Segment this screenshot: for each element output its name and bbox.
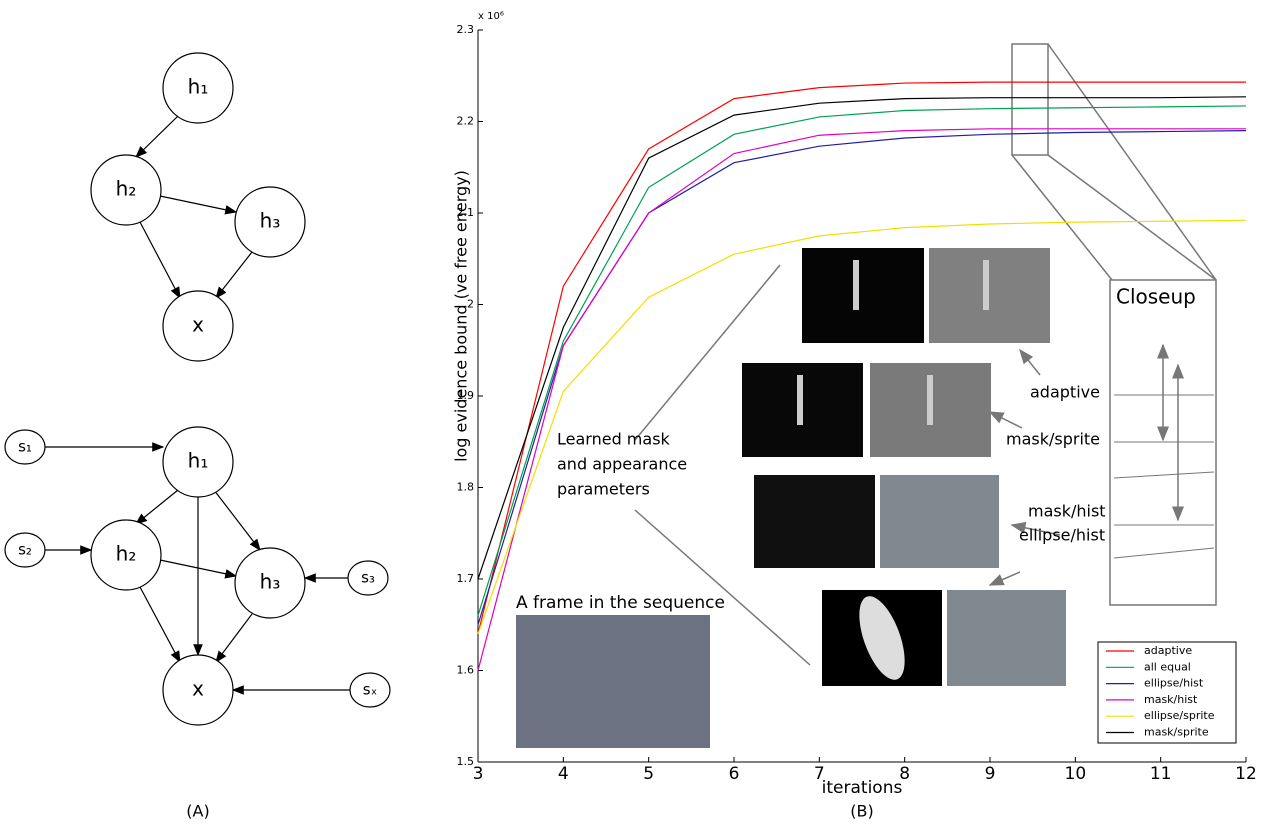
node-label: s₃ — [361, 569, 375, 587]
node-label: h₃ — [260, 209, 281, 233]
annotation: mask/sprite — [1006, 430, 1100, 449]
panel-label: (A) — [186, 802, 209, 821]
diagram-edges — [45, 116, 350, 690]
panel-label: (B) — [850, 802, 873, 821]
x-tick-label: 12 — [1235, 764, 1257, 784]
x-tick-label: 9 — [985, 764, 996, 784]
x-axis-label: iterations — [822, 778, 903, 798]
figure: (A) (B) 1.51.61.71.81.922.12.22.33456789… — [0, 0, 1272, 834]
node-label: h₃ — [260, 570, 281, 594]
y-tick-label: 1.5 — [457, 755, 475, 768]
node-label: h₂ — [116, 177, 137, 201]
y-tick-label: 1.8 — [457, 481, 475, 494]
legend-label: adaptive — [1144, 644, 1192, 657]
node-label: h₁ — [188, 75, 209, 99]
legend-label: mask/sprite — [1144, 726, 1209, 739]
x-tick-label: 5 — [643, 764, 654, 784]
legend-label: mask/hist — [1144, 693, 1198, 706]
node-label: h₁ — [188, 449, 209, 473]
annotation: adaptive — [1030, 383, 1100, 402]
annotation: Closeup — [1116, 285, 1196, 309]
node-label: s₂ — [18, 541, 32, 559]
node-label: x — [192, 313, 204, 337]
y-multiplier: x 10⁶ — [478, 11, 504, 22]
x-tick-label: 11 — [1150, 764, 1172, 784]
legend-label: all equal — [1144, 660, 1191, 673]
annotation: ellipse/hist — [1019, 526, 1105, 545]
y-axis-label: log evidence bound (ve free energy) — [452, 170, 471, 462]
legend-label: ellipse/hist — [1144, 677, 1204, 690]
x-tick-label: 10 — [1065, 764, 1087, 784]
annotation: and appearance — [557, 455, 687, 474]
y-tick-label: 2.2 — [457, 115, 475, 128]
node-label: h₂ — [116, 542, 137, 566]
node-label: x — [192, 677, 204, 701]
y-tick-label: 2.3 — [457, 23, 475, 36]
x-tick-label: 3 — [473, 764, 484, 784]
x-tick-label: 6 — [729, 764, 740, 784]
annotation: A frame in the sequence — [516, 593, 725, 613]
annotation: parameters — [557, 480, 650, 499]
annotation: mask/hist — [1028, 502, 1106, 521]
legend-label: ellipse/sprite — [1144, 709, 1215, 722]
y-tick-label: 1.6 — [457, 664, 475, 677]
node-label: sₓ — [363, 681, 377, 699]
node-label: s₁ — [18, 438, 32, 456]
annotation: Learned mask — [557, 430, 671, 449]
y-tick-label: 1.7 — [457, 572, 475, 585]
x-tick-label: 4 — [558, 764, 569, 784]
